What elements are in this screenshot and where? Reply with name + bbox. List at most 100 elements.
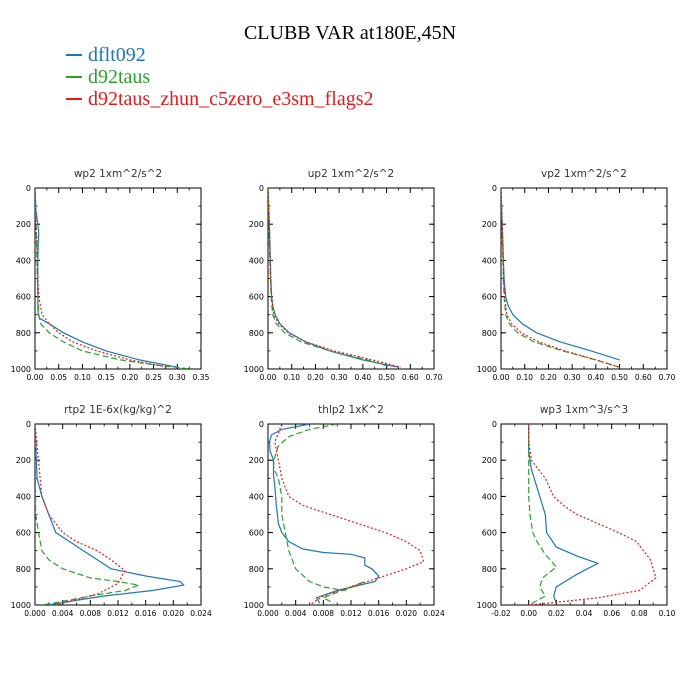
- y-tick-label: 200: [482, 220, 497, 229]
- x-tick-label: 0.024: [423, 609, 445, 618]
- series-line-d92taus: [501, 188, 620, 368]
- x-tick-label: 0.00: [520, 609, 537, 618]
- y-tick-label: 1000: [11, 365, 31, 374]
- y-tick-label: 600: [249, 293, 264, 302]
- y-tick-label: 0: [259, 420, 264, 429]
- x-tick-label: 0.15: [98, 373, 115, 382]
- x-tick-label: 0.020: [163, 609, 185, 618]
- x-tick-label: 0.012: [107, 609, 129, 618]
- legend-item-dflt092: dflt092: [66, 44, 373, 66]
- y-tick-label: 1000: [477, 365, 497, 374]
- series-line-d92taus-zhun: [528, 424, 657, 605]
- y-tick-label: 200: [16, 220, 31, 229]
- x-tick-label: 0.10: [516, 373, 533, 382]
- y-tick-label: 200: [249, 456, 264, 465]
- y-tick-label: 600: [249, 529, 264, 538]
- x-tick-label: 0.70: [426, 373, 443, 382]
- chart-title: vp2 1xm^2/s^2: [541, 168, 627, 180]
- y-tick-label: 0: [26, 420, 31, 429]
- x-tick-label: 0.008: [313, 609, 335, 618]
- legend-label-d92taus: d92taus: [88, 66, 151, 88]
- y-tick-label: 800: [249, 329, 264, 338]
- y-tick-label: 1000: [11, 601, 31, 610]
- series-line-d92taus: [268, 188, 392, 368]
- y-tick-label: 200: [16, 456, 31, 465]
- y-tick-label: 600: [482, 529, 497, 538]
- series-line-dflt092: [268, 188, 399, 368]
- y-tick-label: 400: [482, 256, 497, 265]
- series-line-d92taus: [528, 424, 558, 605]
- x-tick-label: 0.004: [285, 609, 307, 618]
- series-line-dflt092: [528, 424, 600, 604]
- x-tick-label: 0.30: [169, 373, 186, 382]
- x-tick-label: 0.40: [588, 373, 605, 382]
- plot-frame: [267, 423, 435, 606]
- x-tick-label: 0.30: [564, 373, 581, 382]
- chart-panel-3: rtp2 1E-6x(kg/kg)^2020040060080010000.00…: [11, 404, 212, 618]
- x-tick-label: 0.00: [27, 373, 44, 382]
- plot-frame: [34, 187, 202, 370]
- legend-swatch-dflt092: [66, 54, 82, 56]
- plot-frame: [500, 423, 668, 606]
- y-tick-label: 400: [16, 492, 31, 501]
- x-tick-label: 0.000: [24, 609, 46, 618]
- y-tick-label: 1000: [244, 365, 264, 374]
- y-tick-label: 600: [482, 293, 497, 302]
- x-tick-label: 0.60: [635, 373, 652, 382]
- legend-label-d92taus-zhun: d92taus_zhun_c5zero_e3sm_flags2: [88, 88, 374, 110]
- chart-title: rtp2 1E-6x(kg/kg)^2: [64, 404, 172, 416]
- y-tick-label: 1000: [477, 601, 497, 610]
- legend-item-d92taus: d92taus: [66, 66, 373, 88]
- chart-title: wp2 1xm^2/s^2: [74, 168, 162, 180]
- x-tick-label: 0.05: [50, 373, 67, 382]
- series-line-d92taus-zhun: [274, 424, 425, 605]
- y-tick-label: 0: [26, 184, 31, 193]
- chart-title: wp3 1xm^3/s^3: [540, 404, 628, 416]
- chart-title: up2 1xm^2/s^2: [308, 168, 394, 180]
- y-tick-label: 400: [482, 492, 497, 501]
- x-tick-label: 0.60: [402, 373, 419, 382]
- x-tick-label: 0.000: [257, 609, 279, 618]
- y-tick-label: 200: [482, 456, 497, 465]
- series-line-d92taus: [35, 424, 142, 605]
- y-tick-label: 800: [482, 329, 497, 338]
- y-tick-label: 800: [16, 329, 31, 338]
- series-line-d92taus-zhun: [35, 188, 168, 368]
- x-tick-label: 0.02: [548, 609, 565, 618]
- x-tick-label: 0.10: [659, 609, 676, 618]
- x-tick-label: 0.08: [631, 609, 648, 618]
- plot-frame: [267, 187, 435, 370]
- x-tick-label: 0.016: [368, 609, 390, 618]
- series-line-dflt092: [35, 424, 185, 605]
- x-tick-label: 0.00: [493, 373, 510, 382]
- y-tick-label: 0: [492, 420, 497, 429]
- x-tick-label: -0.02: [491, 609, 511, 618]
- x-tick-label: 0.50: [611, 373, 628, 382]
- legend-swatch-d92taus-zhun: [66, 98, 82, 100]
- series-line-d92taus-zhun: [35, 424, 126, 605]
- series-line-d92taus-zhun: [501, 188, 620, 368]
- series-line-d92taus-zhun: [268, 188, 401, 368]
- x-tick-label: 0.06: [603, 609, 620, 618]
- x-tick-label: 0.10: [283, 373, 300, 382]
- x-tick-label: 0.35: [193, 373, 210, 382]
- legend-item-d92taus-zhun: d92taus_zhun_c5zero_e3sm_flags2: [66, 88, 373, 110]
- y-tick-label: 1000: [244, 601, 264, 610]
- x-tick-label: 0.008: [80, 609, 102, 618]
- y-tick-label: 400: [16, 256, 31, 265]
- legend-swatch-d92taus: [66, 76, 82, 78]
- series-line-dflt092: [268, 424, 380, 604]
- y-tick-label: 200: [249, 220, 264, 229]
- chart-panel-5: wp3 1xm^3/s^3 0 200 400 600 800 1000-0.02 0.00 0…: [477, 404, 676, 618]
- series-line-dflt092: [35, 188, 178, 368]
- y-tick-label: 600: [16, 529, 31, 538]
- x-tick-label: 0.25: [145, 373, 162, 382]
- y-tick-label: 0: [259, 184, 264, 193]
- figure-title: CLUBB VAR at180E,45N: [243, 22, 457, 44]
- plot-frame: [500, 187, 668, 370]
